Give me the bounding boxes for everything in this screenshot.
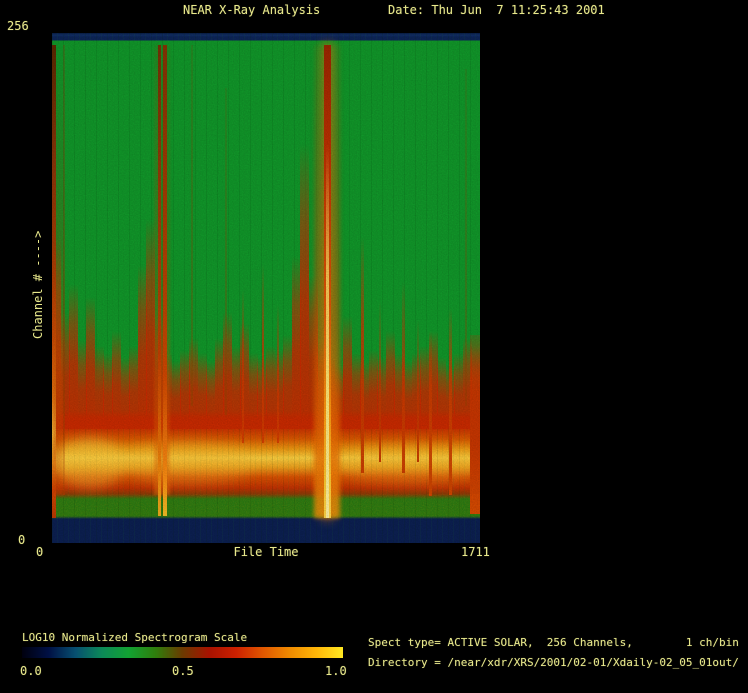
colorbar-gradient <box>22 647 343 658</box>
y-axis-top-tick: 256 <box>7 19 29 33</box>
date-label: Date: Thu Jun 7 11:25:43 2001 <box>388 3 605 17</box>
colorbar-tick-05: 0.5 <box>172 664 194 678</box>
colorbar-tick-0: 0.0 <box>20 664 42 678</box>
spectrogram-noise <box>52 33 480 543</box>
spectrogram-plot <box>52 33 480 543</box>
y-axis-bottom-tick: 0 <box>18 533 26 547</box>
y-axis-label: Channel # ----> <box>31 230 45 340</box>
colorbar-tick-1: 1.0 <box>325 664 347 678</box>
x-axis-left-tick: 0 <box>36 545 44 559</box>
directory-line: Directory = /near/xdr/XRS/2001/02-01/Xda… <box>368 656 739 669</box>
x-axis-right-tick: 1711 <box>461 545 490 559</box>
x-axis-label: File Time <box>233 545 299 559</box>
spect-type-line: Spect type= ACTIVE SOLAR, 256 Channels, … <box>368 636 739 649</box>
page-title: NEAR X-Ray Analysis <box>183 3 321 17</box>
colorbar-title: LOG10 Normalized Spectrogram Scale <box>22 631 248 644</box>
